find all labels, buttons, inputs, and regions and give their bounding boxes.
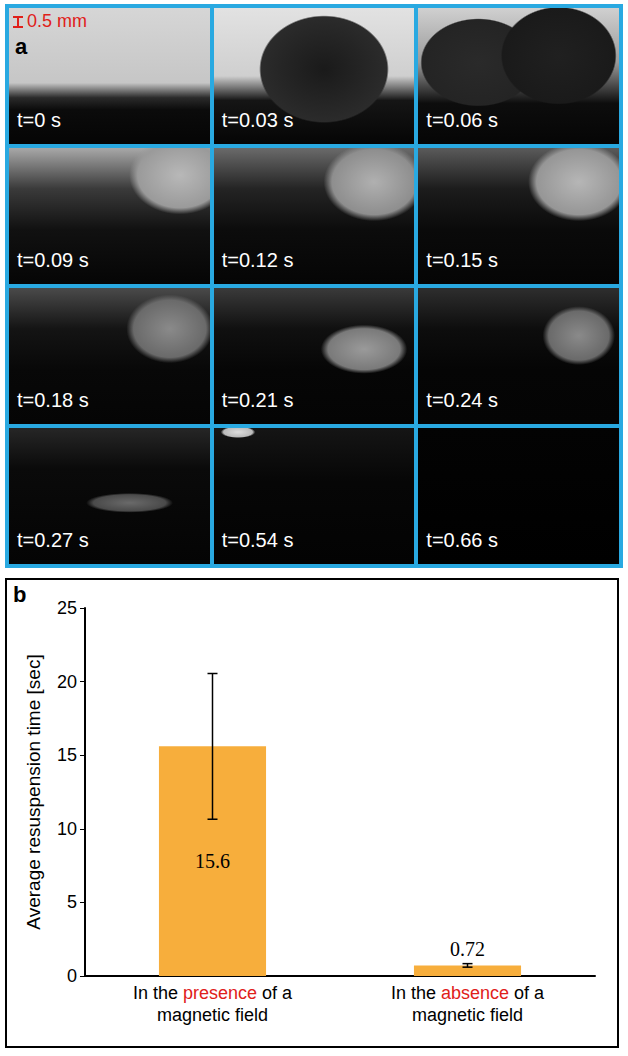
svg-text:presence: presence [183, 983, 257, 1003]
svg-text:a: a [534, 983, 545, 1003]
html-text:t=0.06 s: t=0.06 s [426, 109, 498, 131]
svg-text:In: In [391, 983, 406, 1003]
svg-text:5: 5 [67, 892, 77, 912]
svg-text:the: the [153, 983, 178, 1003]
svg-text:field: field [490, 1005, 523, 1025]
html-text:t=0.66 s: t=0.66 s [426, 529, 498, 551]
html-text:t=0.12 s: t=0.12 s [221, 249, 294, 271]
html-text:b: b [13, 582, 27, 607]
svg-text:magnetic: magnetic [412, 1005, 485, 1025]
svg-text:15.6: 15.6 [195, 850, 230, 872]
html-text:t=0 s: t=0 s [17, 109, 61, 131]
svg-text:of: of [262, 983, 278, 1003]
html-text:t=0.09 s: t=0.09 s [17, 249, 89, 271]
svg-text:0.72: 0.72 [450, 938, 485, 960]
svg-text:field: field [235, 1005, 268, 1025]
html-text:t=0.54 s: t=0.54 s [221, 529, 294, 551]
svg-text:Average resuspension time [sec: Average resuspension time [sec] [23, 654, 44, 929]
html-text:t=0.21 s: t=0.21 s [221, 389, 294, 411]
svg-text:10: 10 [57, 819, 77, 839]
html-text:t=0.03 s: t=0.03 s [221, 109, 294, 131]
svg-text:20: 20 [57, 672, 77, 692]
html-text:a: a [15, 34, 28, 59]
html-text:t=0.15 s: t=0.15 s [426, 249, 498, 271]
svg-text:magnetic: magnetic [157, 1005, 230, 1025]
svg-text:the: the [411, 983, 436, 1003]
svg-text:absence: absence [441, 983, 509, 1003]
html-text:t=0.27 s: t=0.27 s [17, 529, 89, 551]
svg-text:In: In [133, 983, 148, 1003]
html-text:0.5 mm: 0.5 mm [27, 11, 87, 31]
svg-text:15: 15 [57, 745, 77, 765]
svg-text:0: 0 [67, 966, 77, 986]
svg-text:25: 25 [57, 598, 77, 618]
html-text:t=0.24 s: t=0.24 s [426, 389, 498, 411]
html-text:t=0.18 s: t=0.18 s [17, 389, 89, 411]
svg-text:of: of [514, 983, 530, 1003]
svg-text:a: a [282, 983, 293, 1003]
